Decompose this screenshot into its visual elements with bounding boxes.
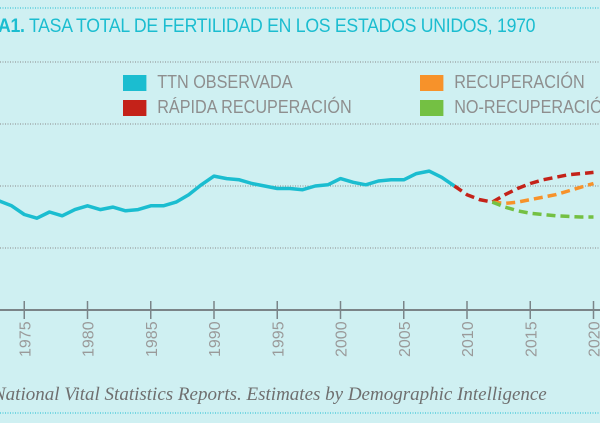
x-tick-label: 2000 <box>334 321 351 357</box>
x-tick-label: 2005 <box>397 321 414 357</box>
legend-no-recovery: NO-RECUPERACIÓN <box>420 97 600 118</box>
legend-rapid-recovery: RÁPIDA RECUPERACIÓN <box>123 97 352 118</box>
x-tick-label: 1975 <box>17 321 34 357</box>
title-text: TASA TOTAL DE FERTILIDAD EN LOS ESTADOS … <box>24 16 536 37</box>
series-line-0 <box>0 169 456 220</box>
x-tick-label: 1980 <box>81 321 98 357</box>
x-tick-label: 2020 <box>587 321 600 357</box>
legend-label: RÁPIDA RECUPERACIÓN <box>157 97 352 117</box>
x-tick-label: 2010 <box>460 321 477 357</box>
chart-title: A1. TASA TOTAL DE FERTILIDAD EN LOS ESTA… <box>0 16 536 38</box>
legend-swatch <box>123 74 147 91</box>
legend-swatch <box>420 74 444 91</box>
legend-label: NO-RECUPERACIÓN <box>454 97 600 117</box>
series-line-2 <box>492 181 594 206</box>
legend-swatch <box>123 99 147 116</box>
legend-recovery: RECUPERACIÓN <box>420 72 585 93</box>
source-note: National Vital Statistics Reports. Estim… <box>0 384 547 405</box>
legend-swatch <box>420 99 444 116</box>
x-tick-label: 1995 <box>270 321 287 357</box>
series-line-1 <box>453 170 594 204</box>
legend-observed: TTN OBSERVADA <box>123 72 293 93</box>
series-line-3 <box>491 200 594 219</box>
legend-label: TTN OBSERVADA <box>157 72 293 92</box>
title-prefix: A1. <box>0 16 25 37</box>
x-tick-label: 1990 <box>207 321 224 357</box>
legend-label: RECUPERACIÓN <box>454 72 585 92</box>
x-tick-label: 1985 <box>144 321 161 357</box>
x-tick-label: 2015 <box>523 321 540 357</box>
